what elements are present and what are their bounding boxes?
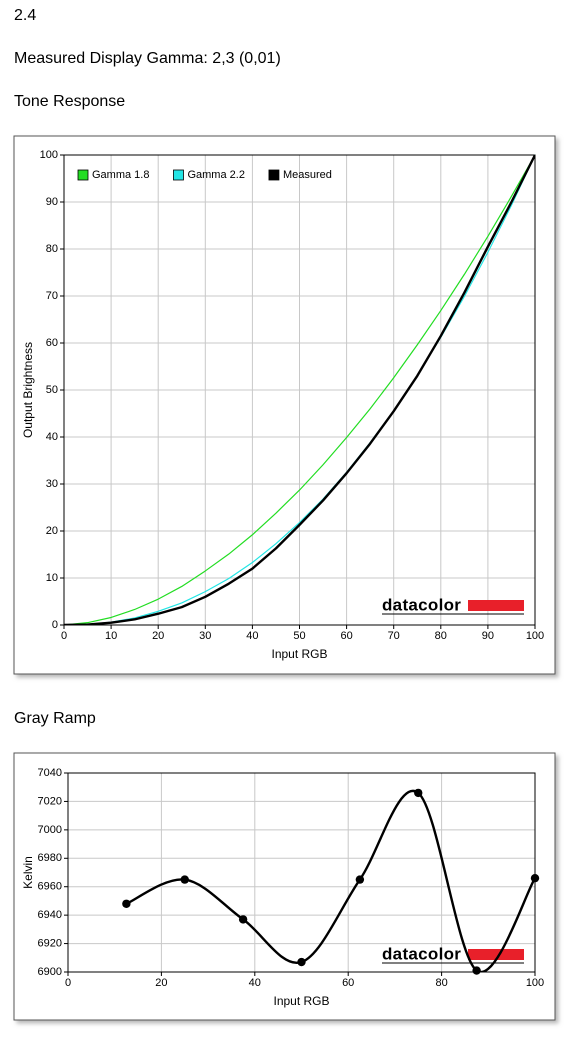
- legend-swatch: [173, 169, 184, 181]
- y-tick-label: 70: [46, 290, 58, 302]
- legend-label: Measured: [283, 169, 332, 181]
- data-point: [414, 788, 423, 798]
- series-layer: [64, 154, 535, 625]
- x-tick-label: 40: [249, 977, 261, 989]
- x-tick-label: 100: [526, 630, 544, 642]
- y-axis-label: Kelvin: [21, 856, 35, 889]
- plot-frame: [63, 154, 536, 626]
- y-tick-label: 90: [46, 196, 58, 208]
- x-tick-label: 50: [293, 630, 305, 642]
- logo-bar: [468, 600, 524, 611]
- data-point: [472, 966, 481, 975]
- legend-label: Gamma 1.8: [92, 169, 149, 181]
- data-point: [180, 875, 189, 884]
- series-line: [64, 154, 535, 625]
- y-tick-label: 60: [46, 337, 58, 349]
- y-tick-label: 10: [46, 572, 58, 584]
- chart-title: Tone Response: [14, 93, 125, 110]
- x-tick-label: 20: [152, 630, 164, 642]
- legend-swatch: [77, 169, 89, 181]
- chart: Gray Ramp 6900 6920 6940 6960 6980 7000 7020 704…: [13, 710, 556, 1021]
- x-axis-label: Input RGB: [271, 647, 327, 661]
- y-tick-label: 30: [46, 478, 58, 490]
- y-tick-label: 7040: [38, 767, 62, 779]
- legend-label: Gamma 2.2: [187, 169, 244, 181]
- y-tick-label: 6940: [38, 909, 62, 921]
- x-tick-label: 0: [61, 630, 67, 642]
- x-tick-label: 80: [435, 977, 447, 989]
- data-point: [355, 875, 365, 884]
- logo: datacolor: [382, 595, 524, 615]
- y-axis-label: Output Brightness: [21, 342, 35, 438]
- x-tick-label: 60: [342, 977, 354, 989]
- logo-text: datacolor: [382, 595, 461, 614]
- plot-frame: [67, 772, 536, 973]
- legend-swatch: [268, 169, 280, 181]
- series-line: [64, 154, 535, 625]
- y-tick-label: 6960: [38, 881, 62, 893]
- x-tick-label: 90: [482, 630, 494, 642]
- gamma-summary: Measured Display Gamma: 2,3 (0,01): [14, 50, 281, 67]
- x-tick-label: 60: [340, 630, 352, 642]
- y-tick-label: 40: [46, 431, 58, 443]
- y-tick-label: 80: [46, 243, 58, 255]
- data-point: [530, 873, 540, 883]
- x-axis-label: Input RGB: [273, 994, 329, 1008]
- logo-bar: [468, 949, 524, 960]
- chart: Tone Response 0 10 20 30 40 50 60 70 80 90 100 0 10 20…: [13, 93, 556, 675]
- series-line: [64, 154, 535, 625]
- y-tick-label: 20: [46, 525, 58, 537]
- data-point: [122, 899, 131, 908]
- x-tick-label: 40: [246, 630, 258, 642]
- x-tick-label: 100: [526, 977, 544, 989]
- chart-box: [13, 135, 556, 675]
- x-tick-label: 10: [105, 630, 117, 642]
- y-tick-label: 50: [46, 384, 58, 396]
- y-tick-label: 100: [40, 149, 58, 161]
- x-tick-label: 20: [155, 977, 167, 989]
- y-tick-label: 0: [52, 619, 58, 631]
- y-tick-label: 6980: [38, 852, 62, 864]
- data-point: [297, 957, 306, 967]
- y-tick-label: 7000: [38, 824, 62, 836]
- x-tick-label: 30: [199, 630, 211, 642]
- x-tick-label: 70: [388, 630, 400, 642]
- logo: datacolor: [382, 944, 524, 964]
- y-tick-label: 6900: [38, 966, 62, 978]
- section-number: 2.4: [14, 7, 36, 24]
- y-tick-label: 6920: [38, 937, 62, 949]
- logo-text: datacolor: [382, 944, 461, 963]
- x-tick-label: 80: [435, 630, 447, 642]
- chart-title: Gray Ramp: [14, 710, 96, 727]
- y-tick-label: 7020: [38, 795, 62, 807]
- x-tick-label: 0: [65, 977, 71, 989]
- data-point: [238, 915, 248, 924]
